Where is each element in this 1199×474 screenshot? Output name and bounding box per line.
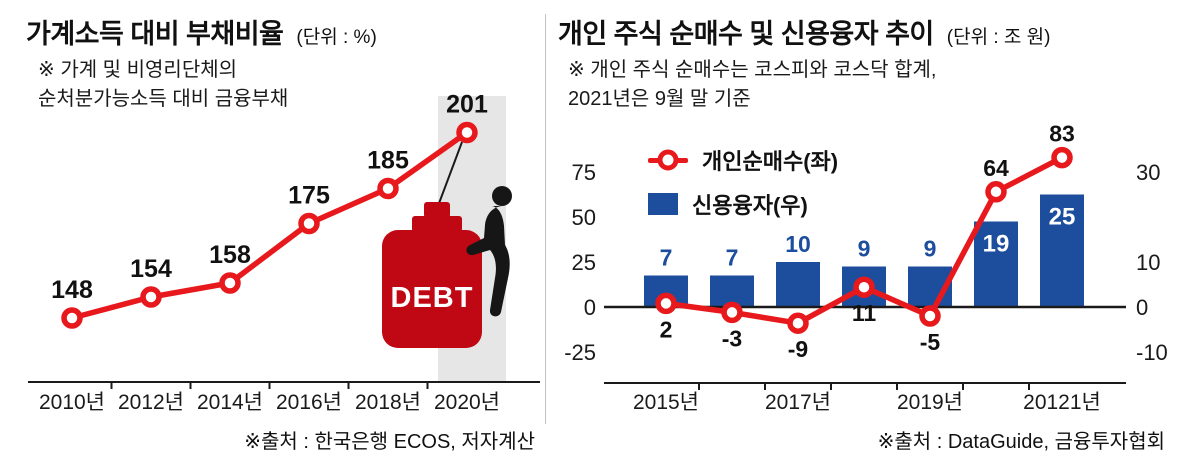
person-silhouette-head bbox=[492, 186, 512, 206]
data-point-marker bbox=[140, 286, 162, 308]
left-note-line-1: ※ 가계 및 비영리단체의 bbox=[38, 59, 238, 81]
right-chart-panel: 개인 주식 순매수 및 신용융자 추이 (단위 : 조 원) ※ 개인 주식 순… bbox=[546, 0, 1199, 474]
value-label: 175 bbox=[288, 182, 330, 210]
marker-dot-icon bbox=[657, 149, 679, 171]
left-axis-tick-label: 50 bbox=[572, 205, 596, 230]
bar-value-label: 7 bbox=[726, 245, 739, 271]
bar-value-label: 9 bbox=[924, 236, 937, 262]
legend: 개인순매수(좌) 신용융자(우) bbox=[648, 144, 838, 220]
right-axis-tick-label: 10 bbox=[1136, 250, 1160, 275]
right-chart-svg: 7 7 10 9 9 19 25 2015년 2017년 2019년 20121년 75 50 25 0 -2… bbox=[564, 121, 1168, 414]
right-axis-tick-label: -10 bbox=[1136, 340, 1168, 365]
right-chart-source: ※출처 : DataGuide, 금융투자협회 bbox=[877, 431, 1165, 453]
left-axis-tick-label: 25 bbox=[572, 250, 596, 275]
bomb-collar bbox=[412, 216, 462, 232]
net-buy-value-label: -9 bbox=[788, 336, 808, 362]
person-silhouette-body bbox=[466, 206, 510, 317]
legend-item-credit-loan: 신용융자(우) bbox=[648, 188, 838, 220]
right-unit-label: (단위 : 조 원) bbox=[946, 27, 1051, 48]
data-point-marker bbox=[61, 307, 83, 329]
left-chart-svg: DEBT 2010년 2012년 2014년 2016년 2018년 2020년 148 154… bbox=[28, 91, 540, 414]
net-buy-value-label: 2 bbox=[660, 316, 673, 342]
left-axis-tick-label: -25 bbox=[564, 340, 596, 365]
left-chart-title: 가계소득 대비 부채비율 (단위 : %) bbox=[26, 12, 377, 51]
data-point-marker bbox=[377, 177, 399, 200]
data-point-marker bbox=[787, 312, 809, 334]
left-title-text: 가계소득 대비 부채비율 bbox=[26, 19, 284, 49]
net-buy-value-label: -3 bbox=[722, 325, 742, 351]
x-axis-label: 2018년 bbox=[355, 391, 421, 414]
panel-divider bbox=[545, 14, 546, 424]
right-chart-title: 개인 주식 순매수 및 신용융자 추이 (단위 : 조 원) bbox=[558, 12, 1051, 51]
left-chart-notes: ※ 가계 및 비영리단체의 순처분가능소득 대비 금융부채 bbox=[38, 56, 288, 114]
legend-label-credit-loan: 신용융자(우) bbox=[692, 193, 808, 218]
data-point-marker bbox=[985, 181, 1007, 203]
bar-series-icon bbox=[648, 193, 678, 215]
value-label: 158 bbox=[209, 241, 251, 269]
right-axis-tick-label: 30 bbox=[1136, 160, 1160, 185]
x-axis-label: 20121년 bbox=[1023, 391, 1101, 414]
x-axis-label: 2016년 bbox=[276, 391, 342, 414]
bar-value-label: 9 bbox=[858, 236, 871, 262]
bar-value-label: 7 bbox=[660, 245, 673, 271]
bar-value-label: 25 bbox=[1049, 204, 1076, 231]
left-chart-panel: 가계소득 대비 부채비율 (단위 : %) ※ 가계 및 비영리단체의 순처분가… bbox=[0, 0, 545, 474]
bomb-neck bbox=[424, 202, 450, 218]
x-axis-label: 2010년 bbox=[39, 391, 105, 414]
net-buy-value-label: 83 bbox=[1049, 121, 1075, 147]
credit-loan-bar bbox=[1040, 194, 1084, 307]
bomb-body bbox=[382, 230, 482, 348]
left-chart-source: ※출처 : 한국은행 ECOS, 저자계산 bbox=[244, 431, 535, 453]
data-point-marker bbox=[919, 305, 941, 327]
x-axis-label: 2017년 bbox=[765, 391, 831, 414]
data-point-marker bbox=[721, 301, 743, 324]
right-note-line-2: 2021년은 9월 말 기준 bbox=[568, 88, 751, 110]
bar-value-label: 19 bbox=[983, 231, 1010, 258]
left-unit-label: (단위 : %) bbox=[296, 27, 377, 48]
right-axis-tick-label: 0 bbox=[1136, 295, 1148, 320]
legend-label-net-buy: 개인순매수(좌) bbox=[702, 149, 839, 174]
x-axis-label: 2014년 bbox=[197, 391, 263, 414]
value-label: 148 bbox=[51, 276, 93, 304]
value-label: 201 bbox=[446, 91, 488, 119]
net-buy-value-label: -5 bbox=[920, 329, 941, 355]
right-note-line-1: ※ 개인 주식 순매수는 코스피와 코스닥 합계, bbox=[568, 59, 937, 81]
net-buy-value-label: 11 bbox=[852, 300, 877, 326]
x-axis-label: 2015년 bbox=[633, 391, 699, 414]
legend-item-net-buy: 개인순매수(좌) bbox=[648, 144, 838, 176]
data-point-marker bbox=[1051, 146, 1073, 169]
left-axis-tick-label: 75 bbox=[572, 160, 596, 185]
x-axis-label: 2020년 bbox=[434, 391, 500, 414]
line-series-icon bbox=[648, 149, 688, 171]
bar-value-label: 10 bbox=[785, 231, 811, 257]
left-note-line-2: 순처분가능소득 대비 금융부채 bbox=[38, 88, 289, 110]
value-label: 185 bbox=[367, 147, 409, 175]
debt-label: DEBT bbox=[391, 282, 474, 314]
credit-loan-bar bbox=[776, 262, 820, 307]
bomb-fuse bbox=[437, 141, 463, 207]
credit-loan-bar bbox=[974, 221, 1018, 307]
net-buy-value-label: 64 bbox=[983, 155, 1009, 181]
value-label: 154 bbox=[130, 255, 172, 283]
data-point-marker bbox=[655, 292, 677, 315]
x-axis-label: 2012년 bbox=[118, 391, 184, 414]
data-point-marker bbox=[853, 276, 875, 298]
left-axis-tick-label: 0 bbox=[584, 295, 596, 320]
x-axis-label: 2019년 bbox=[897, 391, 963, 414]
data-point-marker bbox=[456, 121, 478, 144]
data-point-marker bbox=[298, 212, 320, 235]
data-point-marker bbox=[219, 272, 241, 294]
right-chart-notes: ※ 개인 주식 순매수는 코스피와 코스닥 합계, 2021년은 9월 말 기준 bbox=[568, 56, 936, 114]
right-title-text: 개인 주식 순매수 및 신용융자 추이 bbox=[558, 19, 934, 49]
debt-ratio-line bbox=[69, 129, 470, 321]
